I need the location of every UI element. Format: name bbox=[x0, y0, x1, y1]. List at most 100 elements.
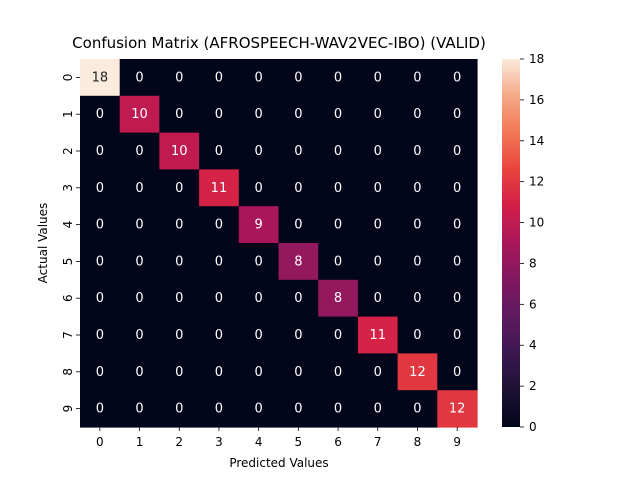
cell-value-label: 0 bbox=[96, 328, 104, 343]
cell-value-label: 0 bbox=[175, 254, 183, 269]
cell-value-label: 0 bbox=[96, 254, 104, 269]
heatmap-cell bbox=[437, 316, 478, 354]
cell-value-label: 0 bbox=[453, 218, 461, 233]
heatmap-cell bbox=[318, 206, 359, 244]
heatmap-cell bbox=[437, 243, 478, 281]
cell-value-label: 0 bbox=[334, 218, 342, 233]
heatmap-cell bbox=[318, 390, 359, 428]
x-tick-label: 3 bbox=[215, 435, 223, 449]
heatmap-cell bbox=[199, 279, 240, 318]
y-tick-label: 6 bbox=[61, 294, 75, 302]
heatmap-cell bbox=[437, 95, 478, 134]
cell-value-label: 0 bbox=[453, 181, 461, 196]
cell-value-label: 0 bbox=[255, 144, 263, 159]
cell-value-label: 0 bbox=[175, 218, 183, 233]
cell-value-label: 0 bbox=[135, 328, 143, 343]
heatmap-cell bbox=[80, 243, 121, 281]
cell-value-label: 0 bbox=[255, 70, 263, 85]
heatmap-cell bbox=[318, 95, 359, 134]
y-tick-label: 0 bbox=[61, 74, 75, 82]
heatmap-cell bbox=[159, 316, 200, 354]
cell-value-label: 0 bbox=[255, 365, 263, 380]
heatmap-cell bbox=[357, 279, 399, 318]
cell-value-label: 0 bbox=[294, 402, 302, 417]
heatmap-cell bbox=[119, 316, 160, 354]
cell-value-label: 0 bbox=[215, 218, 223, 233]
cell-value-label: 0 bbox=[453, 291, 461, 306]
colorbar-tick-label: 12 bbox=[529, 175, 544, 189]
cell-value-label: 0 bbox=[453, 328, 461, 343]
heatmap-cell bbox=[119, 390, 160, 428]
heatmap-cell bbox=[397, 243, 438, 281]
y-tick-label: 7 bbox=[61, 331, 75, 339]
heatmap-cell bbox=[238, 95, 280, 134]
heatmap-cell bbox=[278, 316, 319, 354]
heatmap-cell bbox=[397, 169, 438, 207]
cell-value-label: 0 bbox=[334, 181, 342, 196]
heatmap-cell bbox=[278, 169, 319, 207]
cell-value-label: 0 bbox=[334, 365, 342, 380]
heatmap-cell bbox=[119, 169, 160, 207]
heatmap-cell bbox=[80, 353, 121, 391]
cell-value-label: 10 bbox=[131, 107, 148, 122]
heatmap-cell bbox=[159, 95, 200, 134]
chart-title: Confusion Matrix (AFROSPEECH-WAV2VEC-IBO… bbox=[72, 34, 486, 52]
cell-value-label: 0 bbox=[334, 254, 342, 269]
heatmap-cell bbox=[238, 169, 280, 207]
heatmap-cell bbox=[278, 390, 319, 428]
y-tick-label: 5 bbox=[61, 258, 75, 266]
y-tick-label: 2 bbox=[61, 147, 75, 155]
y-axis-label: Actual Values bbox=[36, 203, 50, 284]
cell-value-label: 0 bbox=[374, 181, 382, 196]
x-tick-label: 7 bbox=[374, 435, 382, 449]
heatmap-cell bbox=[357, 316, 399, 354]
heatmap-cell bbox=[80, 132, 121, 170]
heatmap-cell bbox=[159, 59, 200, 97]
heatmap-cell bbox=[437, 353, 478, 391]
cell-value-label: 0 bbox=[215, 254, 223, 269]
heatmap-cell bbox=[437, 206, 478, 244]
cell-value-label: 0 bbox=[215, 402, 223, 417]
heatmap-cell bbox=[278, 243, 319, 281]
heatmap-cell bbox=[357, 95, 399, 134]
heatmap-cell bbox=[80, 169, 121, 207]
y-tick-label: 9 bbox=[61, 405, 75, 413]
x-tick-label: 5 bbox=[295, 435, 303, 449]
x-tick-label: 8 bbox=[414, 435, 422, 449]
cell-value-label: 0 bbox=[96, 181, 104, 196]
cell-value-label: 0 bbox=[294, 218, 302, 233]
y-tick-label: 8 bbox=[61, 368, 75, 376]
cell-value-label: 0 bbox=[175, 365, 183, 380]
heatmap-cell bbox=[278, 59, 319, 97]
heatmap-cell bbox=[437, 279, 478, 318]
cell-value-label: 0 bbox=[294, 181, 302, 196]
y-tick-label: 4 bbox=[61, 221, 75, 229]
heatmap-cell bbox=[437, 169, 478, 207]
cell-value-label: 0 bbox=[334, 70, 342, 85]
cell-value-label: 0 bbox=[413, 181, 421, 196]
cell-value-label: 0 bbox=[413, 144, 421, 159]
heatmap-cell bbox=[238, 59, 280, 97]
colorbar-tick-label: 14 bbox=[529, 134, 544, 148]
heatmap-cell bbox=[397, 353, 438, 391]
heatmap-cell bbox=[238, 243, 280, 281]
cell-value-label: 0 bbox=[294, 365, 302, 380]
heatmap-cell bbox=[357, 353, 399, 391]
heatmap-cell bbox=[238, 132, 280, 170]
heatmap-cell bbox=[119, 243, 160, 281]
heatmap-cell bbox=[119, 59, 160, 97]
heatmap-cell bbox=[357, 243, 399, 281]
heatmap-cell bbox=[119, 132, 160, 170]
cell-value-label: 0 bbox=[294, 107, 302, 122]
heatmap-cell bbox=[199, 316, 240, 354]
heatmap-cell bbox=[397, 59, 438, 97]
cell-value-label: 0 bbox=[135, 291, 143, 306]
cell-value-label: 0 bbox=[413, 291, 421, 306]
heatmap-cell bbox=[159, 243, 200, 281]
heatmap-cell bbox=[357, 169, 399, 207]
heatmap-cell bbox=[199, 353, 240, 391]
heatmap-cell bbox=[278, 206, 319, 244]
x-tick-label: 6 bbox=[334, 435, 342, 449]
heatmap-cell bbox=[278, 132, 319, 170]
